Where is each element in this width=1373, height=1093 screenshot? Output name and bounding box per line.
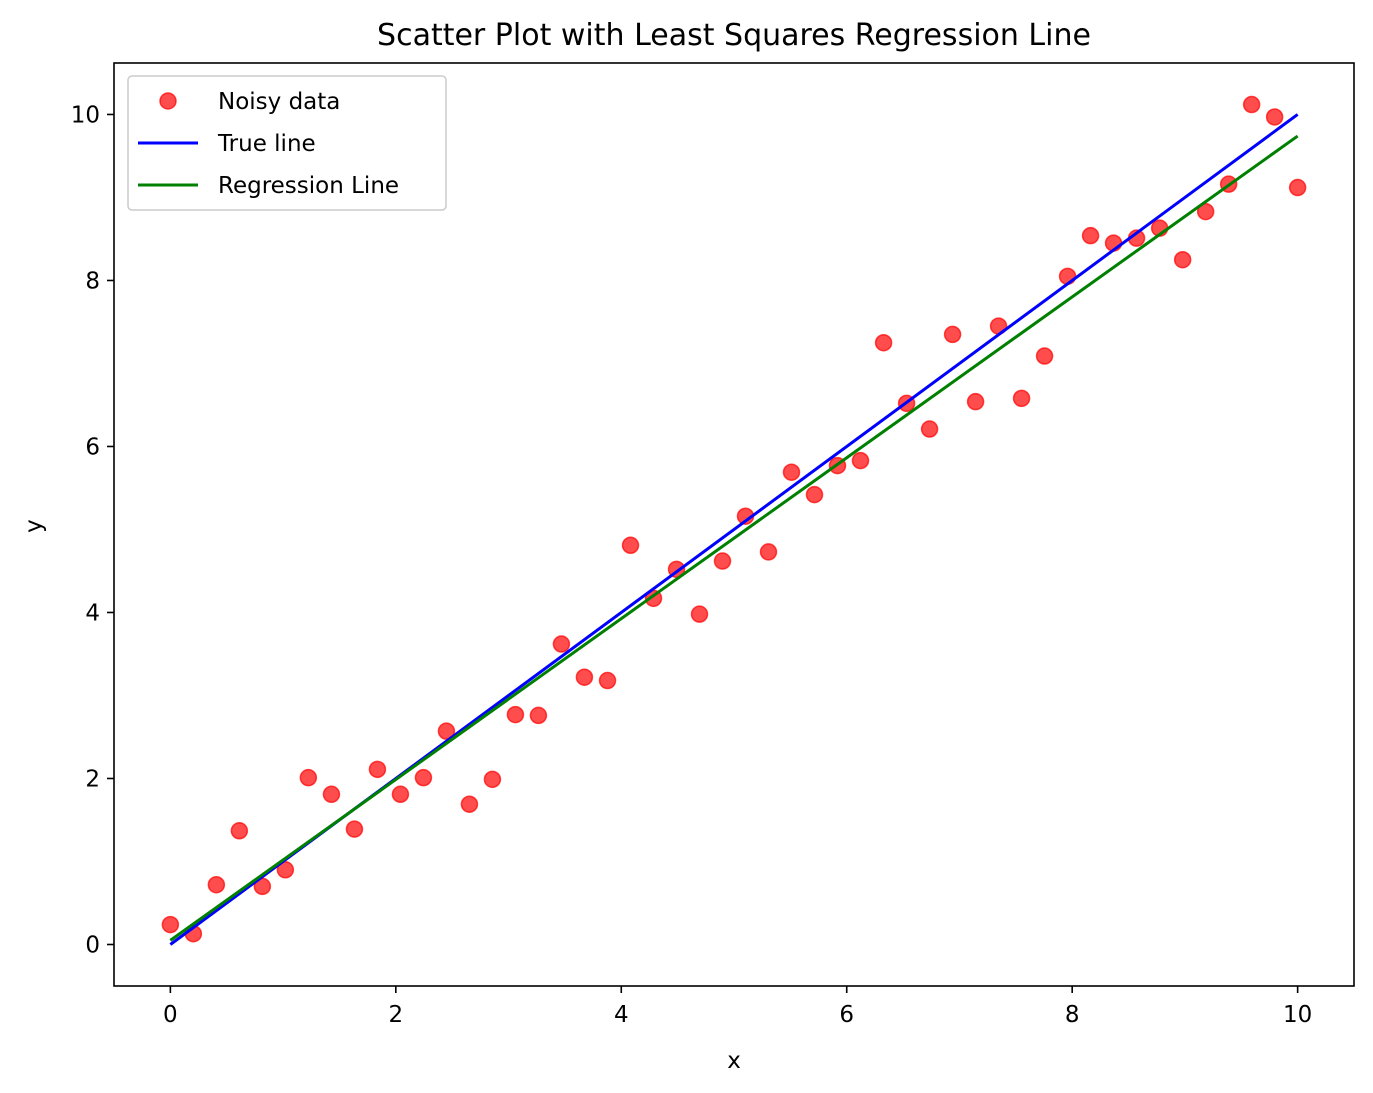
legend-box	[127, 75, 447, 211]
scatter-point	[1288, 178, 1307, 197]
scatter-point	[874, 333, 893, 352]
scatter-point	[598, 671, 617, 690]
scatter-point	[414, 768, 433, 787]
scatter-point	[851, 451, 870, 470]
y-tick-label: 6	[85, 434, 100, 460]
legend-marker	[159, 92, 177, 110]
y-axis-label: y	[21, 519, 47, 533]
x-tick-label: 0	[163, 1002, 178, 1028]
scatter-point	[322, 785, 341, 804]
scatter-point	[621, 536, 640, 555]
scatter-point	[460, 795, 479, 813]
x-tick-label: 2	[388, 1002, 403, 1028]
scatter-point	[483, 770, 502, 789]
scatter-point	[506, 705, 525, 724]
scatter-point	[966, 392, 985, 411]
scatter-point	[391, 785, 410, 804]
scatter-point	[1173, 250, 1192, 269]
scatter-point	[1012, 389, 1031, 408]
scatter-point	[230, 822, 249, 840]
scatter-point	[161, 915, 180, 934]
scatter-point	[1058, 267, 1077, 286]
y-tick-label: 4	[85, 600, 100, 626]
scatter-point	[782, 463, 801, 481]
scatter-point	[276, 861, 295, 879]
scatter-point	[1035, 347, 1054, 365]
x-axis-label: x	[727, 1048, 741, 1074]
x-tick-label: 10	[1283, 1002, 1312, 1028]
legend-label: Regression Line	[218, 173, 399, 199]
x-tick-label: 6	[839, 1002, 854, 1028]
plot-area	[161, 95, 1307, 946]
y-tick-label: 2	[85, 766, 100, 792]
scatter-point	[299, 768, 318, 787]
y-tick-label: 0	[85, 932, 100, 958]
scatter-point	[1081, 226, 1100, 245]
legend: Noisy data True line Regression Line	[127, 75, 447, 211]
chart-title: Scatter Plot with Least Squares Regressi…	[377, 18, 1091, 53]
scatter-point	[529, 706, 548, 725]
scatter-point	[1196, 202, 1215, 221]
axes-frame	[113, 62, 1355, 987]
axes: 0 2 4 6 8 10 0 2 4 6 8 10	[71, 62, 1355, 1028]
legend-label: Noisy data	[218, 89, 340, 115]
scatter-point	[345, 820, 364, 838]
scatter-point	[690, 605, 709, 623]
x-tick-label: 4	[614, 1002, 629, 1028]
scatter-point	[1242, 95, 1261, 114]
x-tick-label: 8	[1065, 1002, 1080, 1028]
y-tick-label: 8	[85, 268, 100, 294]
scatter-point	[437, 722, 456, 740]
scatter-point	[207, 875, 226, 894]
scatter-point	[805, 485, 824, 504]
scatter-point	[759, 543, 778, 561]
scatter-point	[1265, 108, 1284, 126]
scatter-point	[575, 668, 594, 686]
scatter-point	[368, 760, 387, 779]
y-tick-label: 10	[71, 102, 100, 128]
scatter-point	[552, 635, 571, 653]
scatter-point	[943, 325, 962, 344]
legend-label: True line	[217, 131, 316, 157]
scatter-point	[713, 552, 732, 570]
scatter-point	[920, 420, 939, 438]
series-line-2	[169, 134, 1299, 942]
